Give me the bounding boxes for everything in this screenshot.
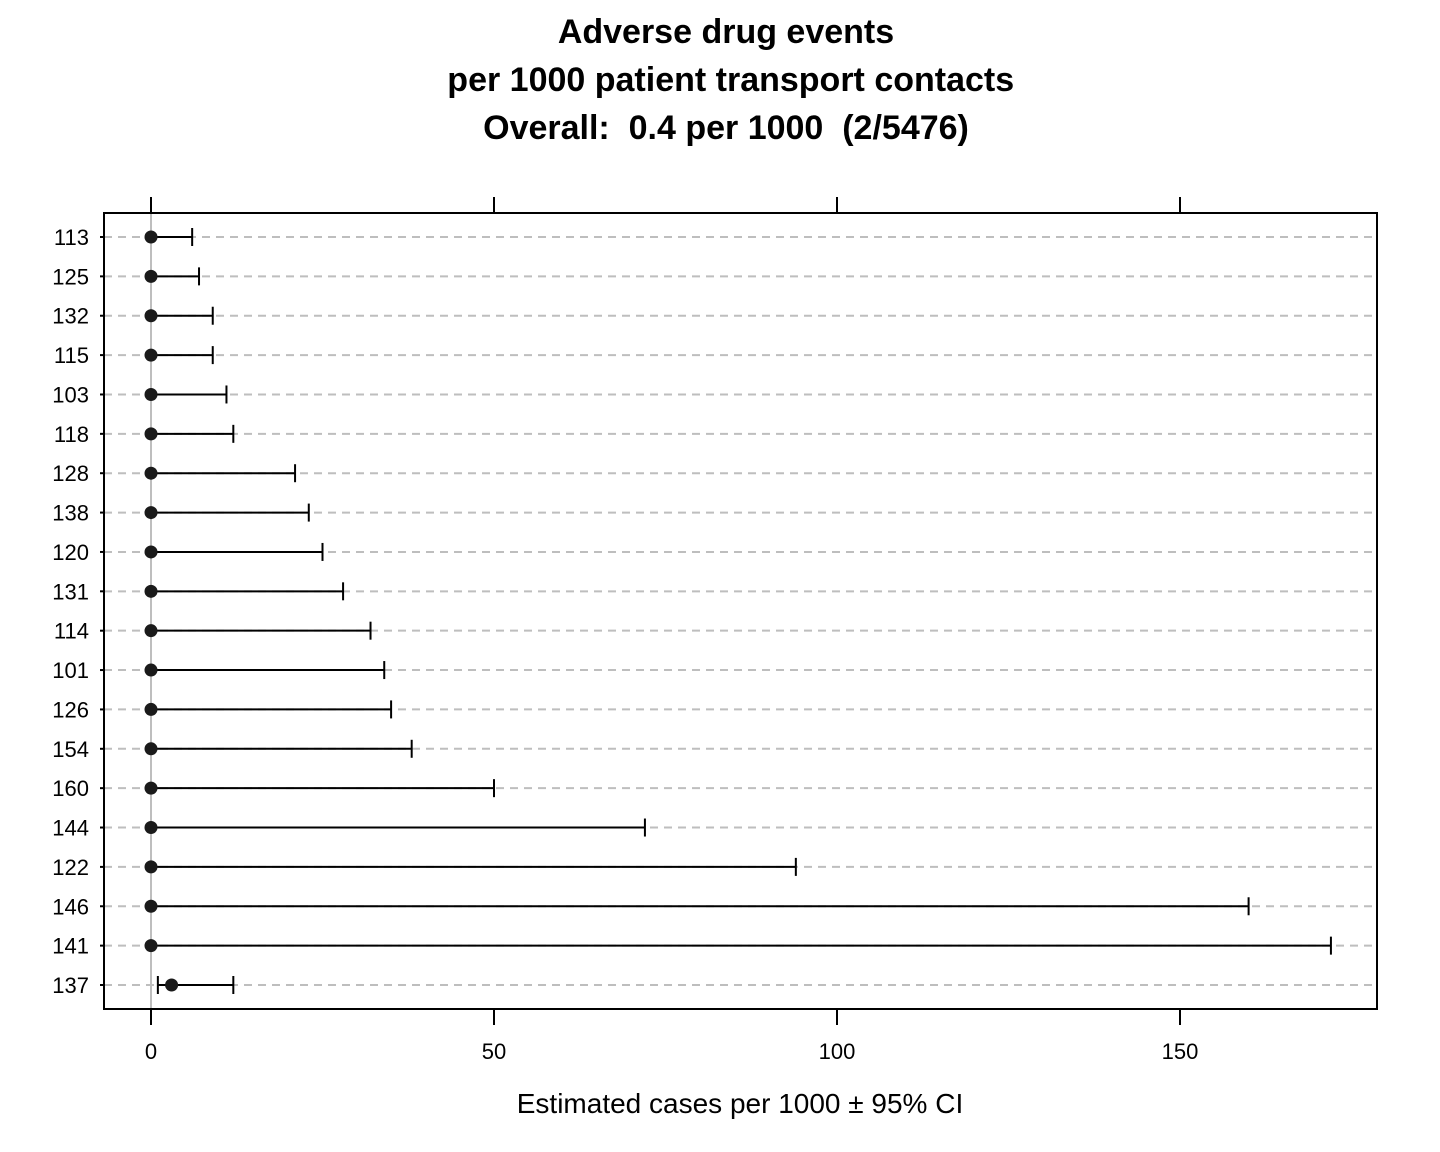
estimate-point xyxy=(144,427,158,441)
x-tick-label: 150 xyxy=(1162,1039,1199,1064)
estimate-point xyxy=(144,387,158,401)
y-tick-label: 146 xyxy=(52,894,89,919)
y-tick-label: 103 xyxy=(52,382,89,407)
y-tick-label: 138 xyxy=(52,501,89,526)
estimate-point xyxy=(144,466,158,480)
x-tick-label: 50 xyxy=(482,1039,506,1064)
estimate-point xyxy=(144,939,158,953)
y-tick-label: 126 xyxy=(52,697,89,722)
point-layer xyxy=(144,230,179,992)
estimate-point xyxy=(144,663,158,677)
estimate-point xyxy=(144,821,158,835)
chart-title: Adverse drug events per 1000 patient tra… xyxy=(0,8,1440,152)
estimate-point xyxy=(144,309,158,323)
estimate-point xyxy=(144,348,158,362)
y-tick-label: 141 xyxy=(52,934,89,959)
y-tick-label: 154 xyxy=(52,737,89,762)
estimate-point xyxy=(144,230,158,244)
y-tick-label: 114 xyxy=(54,619,89,644)
estimate-point xyxy=(144,624,158,638)
estimate-point xyxy=(144,545,158,559)
errorbar-layer xyxy=(151,228,1332,994)
estimate-point xyxy=(165,978,179,992)
y-tick-label: 128 xyxy=(52,461,89,486)
y-tick-label: 125 xyxy=(52,264,89,289)
plot-frame xyxy=(103,212,1378,1010)
x-axis-title: Estimated cases per 1000 ± 95% CI xyxy=(517,1088,963,1119)
y-tick-label: 113 xyxy=(54,225,89,250)
y-tick-label: 122 xyxy=(52,855,89,880)
x-tick-label: 100 xyxy=(819,1039,856,1064)
estimate-point xyxy=(144,702,158,716)
x-tick-label: 0 xyxy=(145,1039,157,1064)
y-tick-label: 115 xyxy=(54,343,89,368)
title-line-1: Adverse drug events xyxy=(557,13,895,51)
y-tick-label: 137 xyxy=(52,973,89,998)
y-tick-label: 118 xyxy=(54,422,89,447)
y-tick-label: 131 xyxy=(52,579,89,604)
y-tick-label: 101 xyxy=(52,658,89,683)
axis-layer: 113 125 132 115 103 118 128 138 120 131 114 101 126 1… xyxy=(52,197,1198,1064)
grid-layer xyxy=(104,236,1377,986)
y-tick-label: 120 xyxy=(52,540,89,565)
title-line-2: per 1000 patient transport contacts xyxy=(437,61,1015,99)
y-tick-label: 132 xyxy=(52,304,89,329)
estimate-point xyxy=(144,584,158,598)
estimate-point xyxy=(144,742,158,756)
estimate-point xyxy=(144,860,158,874)
title-line-3: Overall: 0.4 per 1000 (2/5476) xyxy=(483,109,969,147)
estimate-point xyxy=(144,781,158,795)
estimate-point xyxy=(144,269,158,283)
estimate-point xyxy=(144,899,158,913)
estimate-point xyxy=(144,506,158,520)
y-tick-label: 144 xyxy=(52,816,89,841)
y-tick-label: 160 xyxy=(52,776,89,801)
